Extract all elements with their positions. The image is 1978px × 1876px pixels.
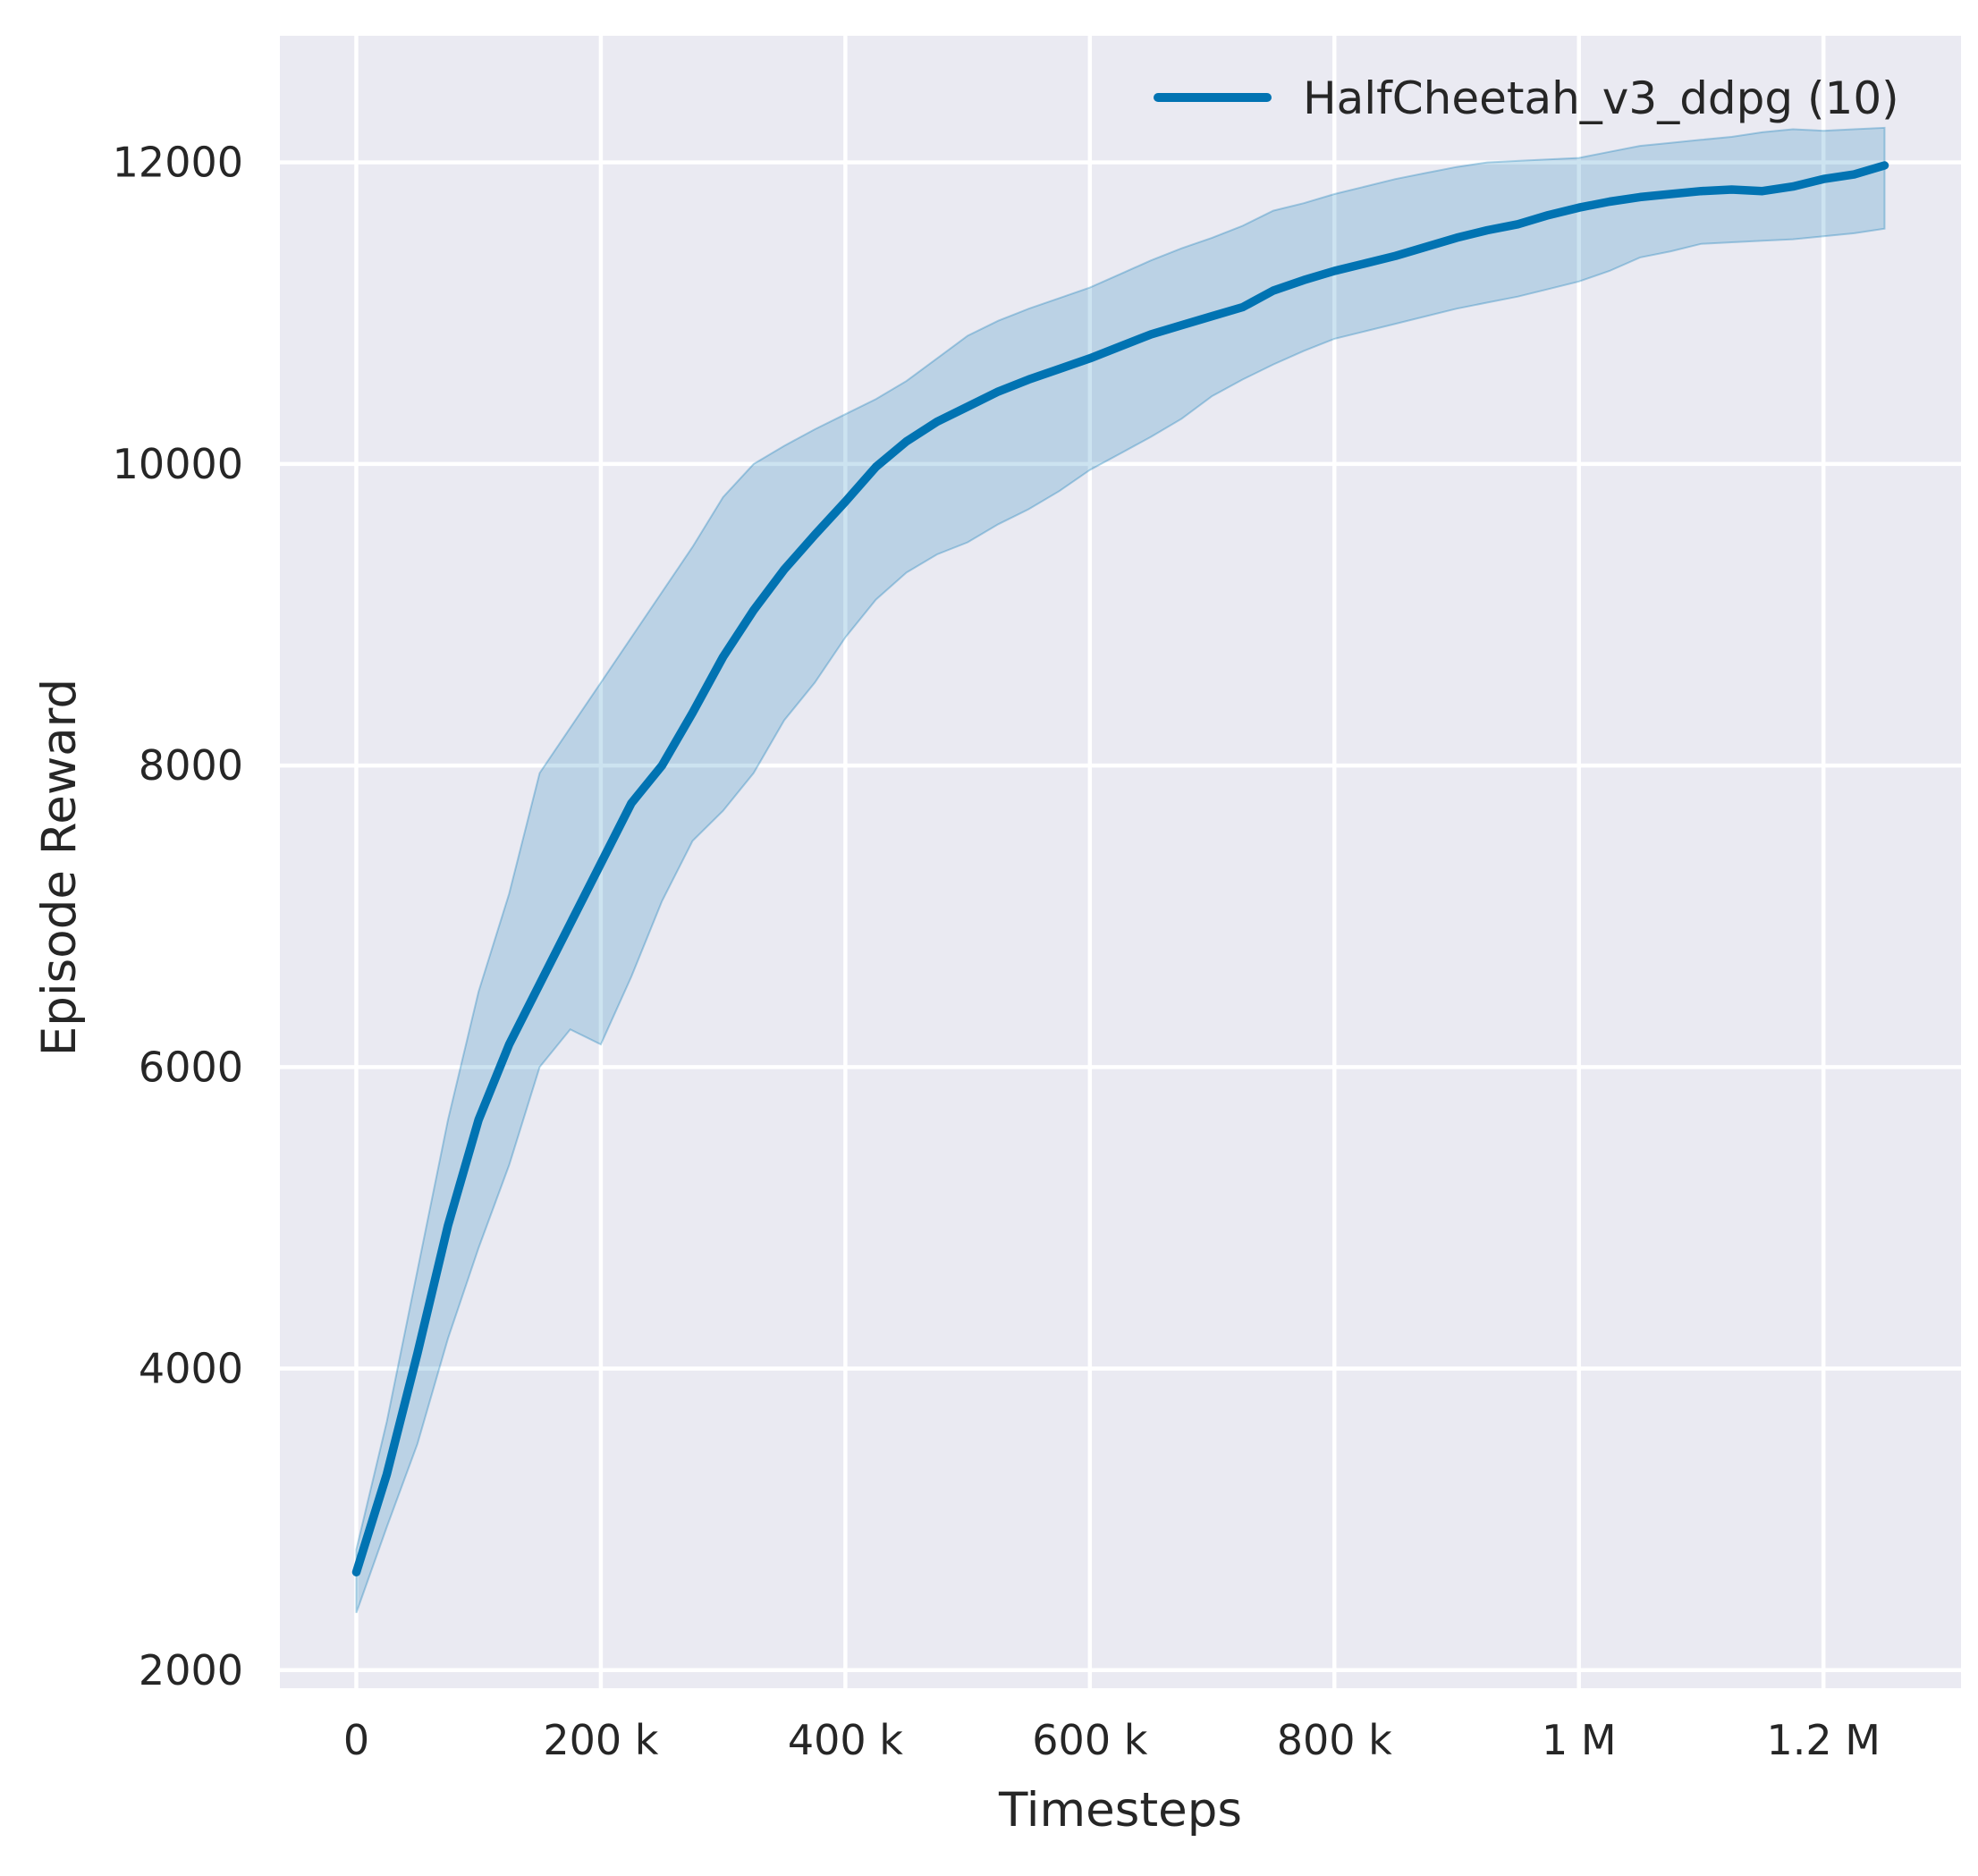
y-tick-label: 10000 (113, 440, 243, 488)
plot-area (280, 36, 1961, 1688)
confidence-band (355, 126, 1886, 1614)
y-tick-label: 2000 (139, 1646, 243, 1694)
x-tick-label: 400 k (788, 1716, 903, 1764)
y-tick-labels: 2000 4000 6000 8000 10000 12000 (113, 139, 243, 1694)
y-tick-label: 8000 (139, 741, 243, 790)
x-tick-label: 1 M (1542, 1716, 1617, 1764)
y-tick-label: 4000 (139, 1345, 243, 1393)
y-axis-label: Episode Reward (32, 679, 87, 1056)
x-axis-label: Timesteps (998, 1783, 1242, 1838)
legend: HalfCheetah_v3_ddpg (10) (1154, 72, 1899, 124)
x-tick-label: 200 k (543, 1716, 658, 1764)
x-tick-label: 800 k (1277, 1716, 1392, 1764)
legend-label: HalfCheetah_v3_ddpg (10) (1303, 72, 1899, 124)
y-tick-label: 6000 (139, 1043, 243, 1091)
y-tick-label: 12000 (113, 139, 243, 187)
mean-line (351, 161, 1889, 1576)
confidence-band-region (355, 126, 1886, 1614)
x-tick-label: 0 (343, 1716, 369, 1764)
x-tick-labels: 0 200 k 400 k 600 k 800 k 1 M 1.2 M (343, 1716, 1881, 1764)
x-tick-label: 1.2 M (1766, 1716, 1880, 1764)
series-lines (351, 161, 1889, 1576)
x-tick-label: 600 k (1032, 1716, 1147, 1764)
